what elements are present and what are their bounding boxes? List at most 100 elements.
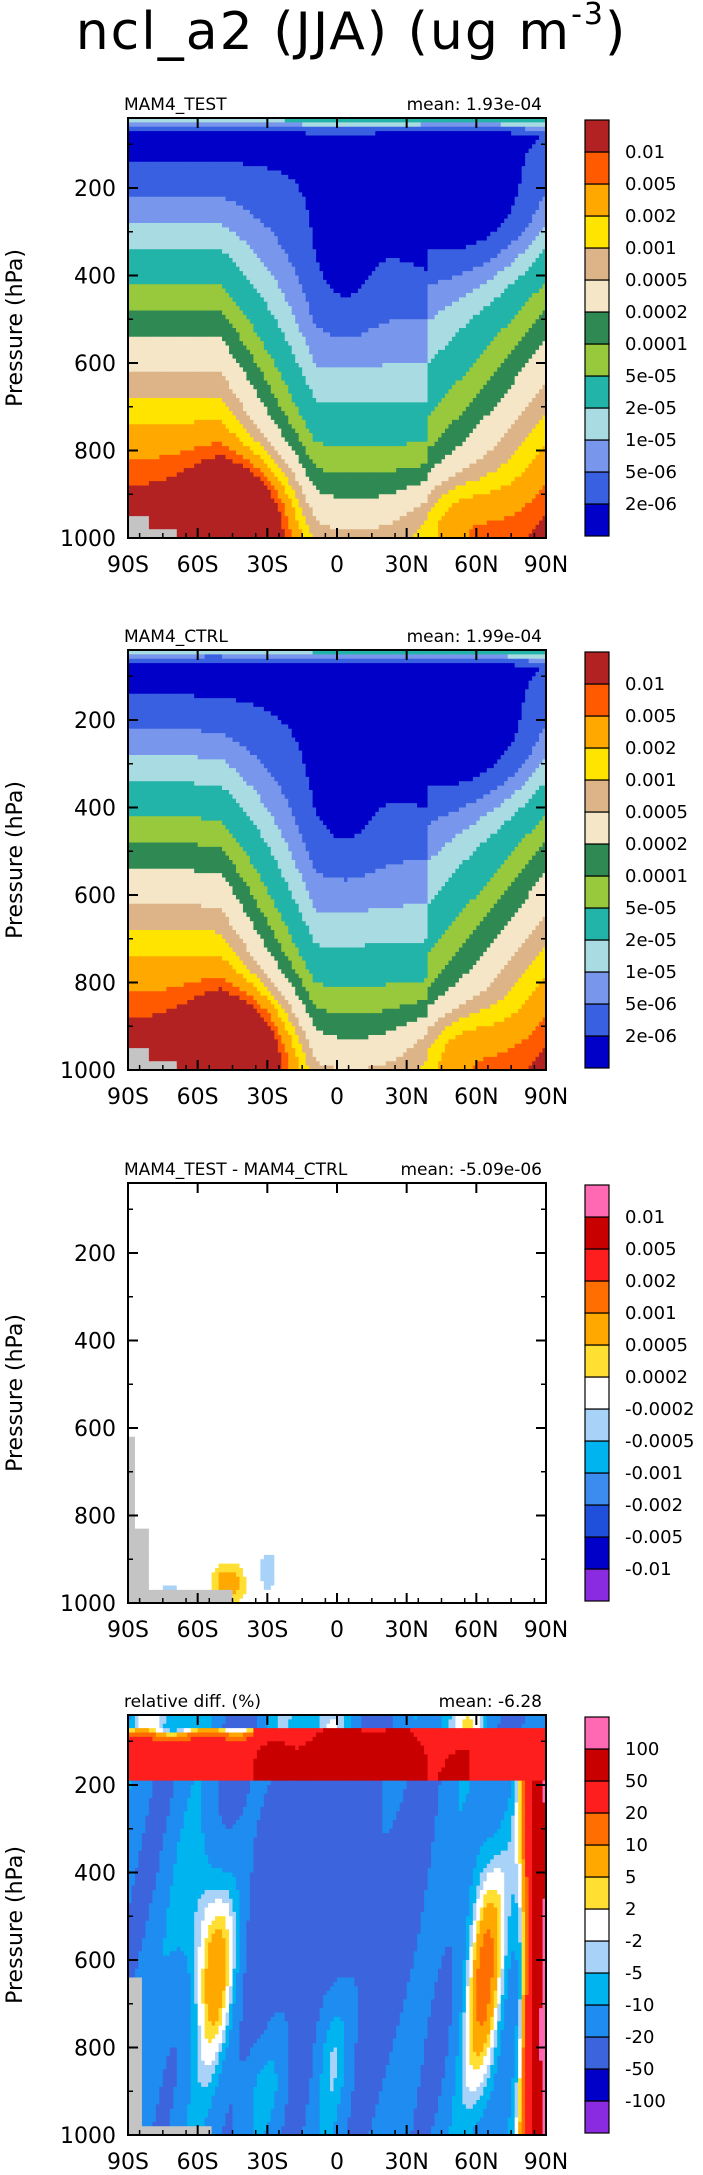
colorbar-label: -50 — [625, 2059, 654, 2080]
colorbar-box — [584, 2004, 610, 2038]
y-tick-label: 1000 — [60, 527, 116, 552]
x-tick-label: 60S — [177, 553, 219, 578]
panel-left-title: relative diff. (%) — [124, 1692, 261, 1712]
colorbar-label: -10 — [625, 1995, 654, 2016]
colorbar-box — [584, 1344, 610, 1378]
x-tick-label: 60N — [454, 553, 498, 578]
panel-left-title: MAM4_TEST - MAM4_CTRL — [124, 1160, 348, 1180]
colorbar-label: 2e-06 — [625, 494, 677, 515]
y-tick-label: 800 — [74, 972, 116, 997]
colorbar-box — [584, 471, 610, 505]
colorbar-label: 5 — [625, 1867, 636, 1888]
x-tick-label: 30N — [384, 1618, 428, 1643]
colorbar-box — [584, 1844, 610, 1878]
colorbar-label: 0.0005 — [625, 802, 688, 823]
colorbar-box — [584, 1940, 610, 1974]
contour-field-3 — [128, 1183, 547, 1603]
x-tick-label: 30N — [384, 2150, 428, 2175]
colorbar-label: -0.002 — [625, 1495, 683, 1516]
x-tick-label: 90N — [524, 1085, 568, 1110]
colorbar-label: -0.0005 — [625, 1431, 694, 1452]
colorbar-box — [584, 1972, 610, 2006]
contour-field-2 — [128, 650, 547, 1070]
y-tick-label: 400 — [74, 797, 116, 822]
y-tick-label: 600 — [74, 352, 116, 377]
colorbar-box — [584, 1568, 610, 1602]
y-axis-label: Pressure (hPa) — [3, 1314, 28, 1472]
colorbar-box — [584, 1440, 610, 1474]
colorbar-box — [584, 1003, 610, 1037]
y-tick-label: 800 — [74, 440, 116, 465]
contour-field-1 — [128, 118, 547, 538]
chart-panel-2: MAM4_CTRL mean: 1.99e-04 Pressure (hPa) 200… — [3, 627, 688, 1110]
colorbar-label: -0.001 — [625, 1463, 683, 1484]
colorbar: -0.01 -0.005 -0.002 -0.001 -0.0005 -0.0002 0.0… — [584, 1184, 694, 1602]
y-tick-label: 800 — [74, 1505, 116, 1530]
x-tick-label: 30S — [246, 1085, 288, 1110]
colorbar-label: 2e-05 — [625, 930, 677, 951]
y-tick-label: 400 — [74, 1862, 116, 1887]
x-tick-label: 90S — [107, 1618, 149, 1643]
colorbar-box — [584, 843, 610, 877]
colorbar-label: 2 — [625, 1899, 636, 1920]
y-tick-label: 200 — [74, 709, 116, 734]
colorbar-box — [584, 1184, 610, 1218]
x-tick-label: 90S — [107, 1085, 149, 1110]
x-tick-label: 60N — [454, 2150, 498, 2175]
x-tick-label: 90N — [524, 553, 568, 578]
colorbar-box — [584, 503, 610, 537]
colorbar-label: -20 — [625, 2027, 654, 2048]
colorbar-box — [584, 651, 610, 685]
panel-right-title: mean: 1.99e-04 — [407, 627, 542, 647]
colorbar-label: 0.002 — [625, 738, 677, 759]
colorbar-box — [584, 1035, 610, 1069]
panel-right-title: mean: -6.28 — [439, 1692, 542, 1712]
colorbar-box — [584, 1376, 610, 1410]
colorbar-label: 0.0001 — [625, 866, 688, 887]
y-tick-label: 600 — [74, 884, 116, 909]
x-tick-label: 60S — [177, 2150, 219, 2175]
colorbar-box — [584, 375, 610, 409]
y-axis-label: Pressure (hPa) — [3, 781, 28, 939]
chart-panel-3: MAM4_TEST - MAM4_CTRL mean: -5.09e-06 Pres… — [3, 1160, 694, 1643]
colorbar-box — [584, 1748, 610, 1782]
x-tick-label: 30N — [384, 553, 428, 578]
x-tick-label: 90N — [524, 2150, 568, 2175]
colorbar-box — [584, 811, 610, 845]
colorbar-box — [584, 1876, 610, 1910]
y-tick-label: 200 — [74, 1242, 116, 1267]
colorbar-label: 2e-06 — [625, 1026, 677, 1047]
colorbar-box — [584, 2100, 610, 2134]
colorbar-label: 1e-05 — [625, 962, 677, 983]
colorbar-box — [584, 1780, 610, 1814]
colorbar-box — [584, 939, 610, 973]
colorbar-label: -0.01 — [625, 1559, 672, 1580]
x-tick-label: 30S — [246, 553, 288, 578]
y-tick-label: 1000 — [60, 2124, 116, 2149]
chart-panel-4: relative diff. (%) mean: -6.28 Pressure (h… — [3, 1692, 666, 2175]
colorbar-label: 0.0002 — [625, 302, 688, 323]
y-axis-label: Pressure (hPa) — [3, 1846, 28, 2004]
colorbar-box — [584, 1504, 610, 1538]
x-tick-label: 30S — [246, 1618, 288, 1643]
colorbar-label: 0.005 — [625, 1239, 677, 1260]
page-title-close: ) — [605, 2, 627, 62]
colorbar-box — [584, 1812, 610, 1846]
colorbar-label: 0.0005 — [625, 270, 688, 291]
y-tick-label: 1000 — [60, 1592, 116, 1617]
colorbar-label: 0.01 — [625, 1207, 665, 1228]
colorbar-label: 5e-05 — [625, 898, 677, 919]
colorbar-box — [584, 183, 610, 217]
x-tick-label: 0 — [330, 2150, 344, 2175]
colorbar-box — [584, 407, 610, 441]
colorbar-box — [584, 683, 610, 717]
y-axis-label: Pressure (hPa) — [3, 249, 28, 407]
colorbar-label: 0.0001 — [625, 334, 688, 355]
colorbar: -100 -50 -20 -10 -5 -2 2 5 10 20 50 100 — [584, 1716, 666, 2134]
colorbar-box — [584, 439, 610, 473]
colorbar-label: 50 — [625, 1771, 648, 1792]
y-tick-label: 1000 — [60, 1059, 116, 1084]
colorbar-box — [584, 247, 610, 281]
colorbar-label: 0.005 — [625, 706, 677, 727]
